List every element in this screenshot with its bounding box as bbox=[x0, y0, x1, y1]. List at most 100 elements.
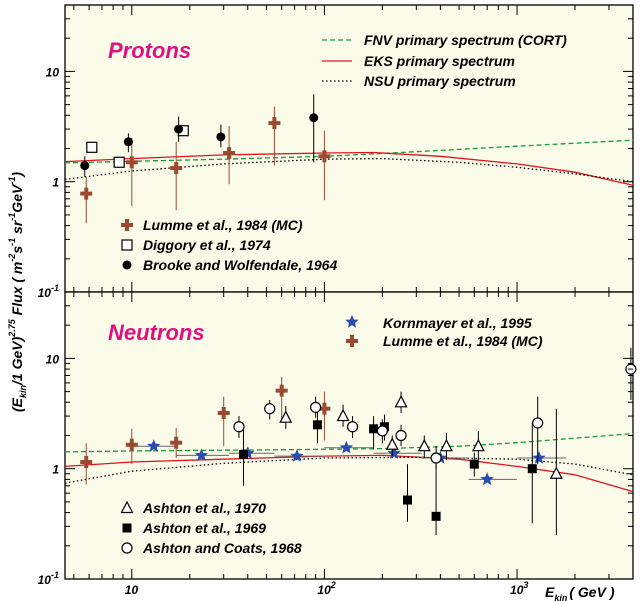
data-point bbox=[80, 161, 90, 171]
data-point bbox=[80, 187, 93, 200]
legend-ashton1970-marker bbox=[120, 500, 134, 514]
panel-protons-bg bbox=[64, 4, 634, 293]
triangle-marker bbox=[394, 395, 408, 408]
circle-marker bbox=[532, 417, 544, 429]
legend-marker bbox=[120, 500, 134, 514]
legend-ashton1969-label: Ashton et al., 1969 bbox=[142, 520, 266, 536]
data-point bbox=[385, 437, 399, 450]
legend-ashton-coats-marker bbox=[121, 542, 133, 554]
cross-marker-v bbox=[174, 162, 179, 175]
data-point bbox=[170, 162, 183, 175]
cross-marker-v bbox=[279, 384, 284, 397]
data-point bbox=[279, 410, 293, 423]
panel-title-neutrons: Neutrons bbox=[108, 320, 205, 345]
data-point bbox=[264, 403, 276, 415]
series-line bbox=[64, 151, 634, 186]
circle-marker bbox=[310, 401, 322, 413]
data-point bbox=[125, 438, 138, 451]
cross-marker-v bbox=[272, 117, 277, 130]
data-point bbox=[417, 438, 431, 452]
data-point bbox=[480, 472, 494, 486]
cross-marker-v bbox=[129, 156, 134, 169]
cross-marker-v bbox=[84, 187, 89, 200]
circle-marker bbox=[216, 132, 226, 142]
panel-title-protons: Protons bbox=[108, 38, 191, 63]
circle-marker bbox=[80, 161, 90, 171]
legend-brooke-marker bbox=[122, 260, 132, 270]
circle-marker bbox=[122, 260, 132, 270]
data-point bbox=[376, 425, 388, 437]
star-marker bbox=[147, 439, 161, 452]
legend-ashton1969-marker bbox=[122, 523, 132, 533]
square-marker bbox=[312, 420, 322, 430]
circle-marker bbox=[346, 421, 359, 433]
square-marker bbox=[238, 449, 248, 459]
data-point bbox=[275, 384, 288, 397]
data-point bbox=[194, 448, 209, 462]
star-marker bbox=[290, 449, 304, 462]
cross-marker-v bbox=[125, 219, 129, 231]
chart-marks bbox=[64, 94, 637, 536]
square-marker bbox=[469, 459, 479, 469]
legend-marker bbox=[346, 335, 358, 347]
y-axis-label: (Ekin/1 GeV)2.75 Flux ( m-2s-1 sr-1GeV-1… bbox=[7, 172, 28, 412]
axis-ticks: 10 1 10-1 10 1 10-1 10 102 103 bbox=[38, 4, 634, 597]
data-point bbox=[336, 408, 350, 422]
data-point bbox=[217, 406, 230, 419]
legend-marker bbox=[121, 239, 133, 251]
star-marker bbox=[532, 451, 546, 464]
legend-marker bbox=[345, 315, 359, 328]
y-tick-label: 10-1 bbox=[38, 570, 59, 587]
data-point bbox=[403, 495, 413, 505]
circle-marker bbox=[264, 403, 276, 415]
y-tick-label: 1 bbox=[52, 463, 59, 477]
data-point bbox=[318, 402, 331, 415]
cross-marker-v bbox=[221, 406, 226, 419]
data-point bbox=[125, 156, 138, 169]
data-point bbox=[532, 417, 544, 429]
data-point bbox=[233, 421, 245, 433]
data-point bbox=[471, 438, 485, 452]
data-point bbox=[395, 429, 407, 442]
star-marker bbox=[480, 472, 494, 486]
legend-nsu-label: NSU primary spectrum bbox=[364, 73, 516, 89]
triangle-marker bbox=[549, 466, 563, 479]
data-point bbox=[268, 117, 281, 130]
y-tick-label: 1 bbox=[52, 176, 59, 190]
data-point bbox=[113, 156, 125, 168]
data-point bbox=[309, 113, 319, 123]
data-point bbox=[369, 424, 379, 434]
square-marker bbox=[122, 523, 132, 533]
x-axis-label: Ekin( GeV ) bbox=[545, 584, 615, 602]
y-tick-label: 10-1 bbox=[38, 283, 59, 300]
circle-marker bbox=[123, 137, 133, 147]
triangle-marker bbox=[336, 408, 350, 422]
cross-marker-v bbox=[174, 436, 179, 449]
data-point bbox=[86, 141, 98, 153]
data-point bbox=[223, 147, 236, 160]
star-marker bbox=[387, 446, 401, 459]
data-point bbox=[430, 452, 442, 464]
legend-marker bbox=[122, 523, 132, 533]
star-marker bbox=[194, 448, 209, 462]
legend-marker bbox=[121, 542, 133, 554]
circle-marker bbox=[174, 124, 184, 134]
y-tick-label: 10 bbox=[46, 65, 60, 79]
data-point bbox=[532, 451, 546, 464]
legend-lumme-label: Lumme et al., 1984 (MC) bbox=[143, 217, 303, 233]
data-point bbox=[312, 420, 322, 430]
circle-marker bbox=[309, 113, 319, 123]
cross-marker-v bbox=[322, 402, 327, 415]
data-point bbox=[346, 421, 359, 433]
legend-lumme-n-label: Lumme et al., 1984 (MC) bbox=[383, 333, 543, 349]
square-marker bbox=[403, 495, 413, 505]
data-point bbox=[318, 150, 331, 163]
cross-marker-v bbox=[129, 438, 134, 451]
legend-fnv-label: FNV primary spectrum (CORT) bbox=[364, 32, 567, 48]
circle-marker bbox=[376, 425, 388, 437]
data-point bbox=[123, 137, 133, 147]
data-point bbox=[549, 466, 563, 479]
triangle-marker bbox=[439, 438, 453, 452]
x-tick-label: 10 bbox=[125, 583, 139, 597]
